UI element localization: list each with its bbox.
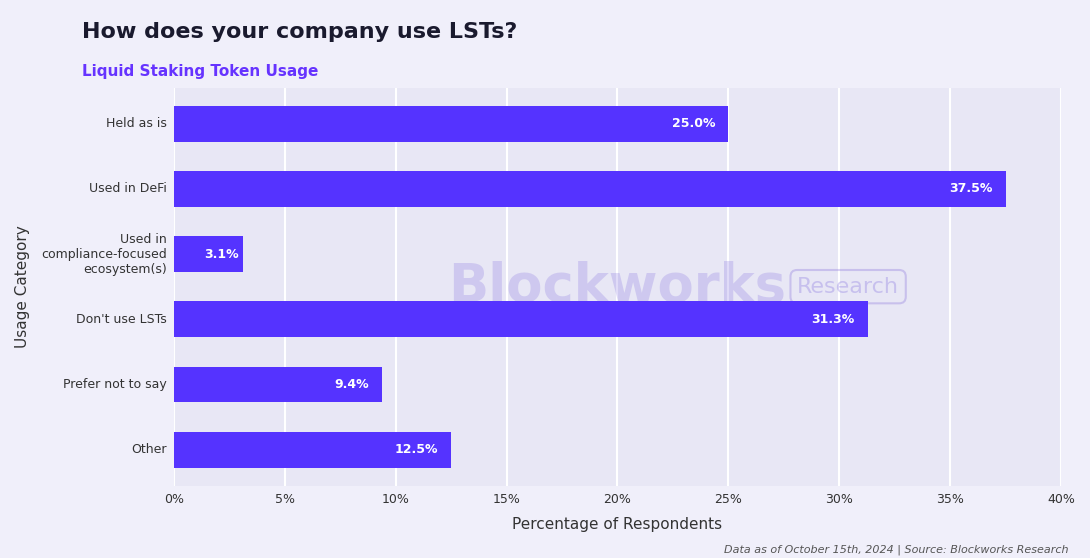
Text: 3.1%: 3.1%	[205, 248, 239, 261]
Bar	[173, 301, 868, 337]
Text: 9.4%: 9.4%	[335, 378, 370, 391]
Bar	[173, 105, 728, 142]
X-axis label: Percentage of Respondents: Percentage of Respondents	[512, 517, 723, 532]
Bar	[173, 236, 243, 272]
Text: Data as of October 15th, 2024 | Source: Blockworks Research: Data as of October 15th, 2024 | Source: …	[724, 545, 1068, 555]
Bar	[173, 432, 451, 468]
Text: Research: Research	[797, 277, 899, 297]
Text: 37.5%: 37.5%	[949, 182, 992, 195]
Text: Liquid Staking Token Usage: Liquid Staking Token Usage	[82, 64, 318, 79]
Text: 25.0%: 25.0%	[671, 117, 715, 130]
Text: Blockworks: Blockworks	[448, 261, 786, 312]
Y-axis label: Usage Category: Usage Category	[15, 225, 31, 348]
Text: 31.3%: 31.3%	[812, 313, 855, 326]
Text: How does your company use LSTs?: How does your company use LSTs?	[82, 22, 517, 42]
Text: 12.5%: 12.5%	[395, 443, 438, 456]
Bar	[173, 171, 1006, 207]
Bar	[173, 367, 383, 402]
